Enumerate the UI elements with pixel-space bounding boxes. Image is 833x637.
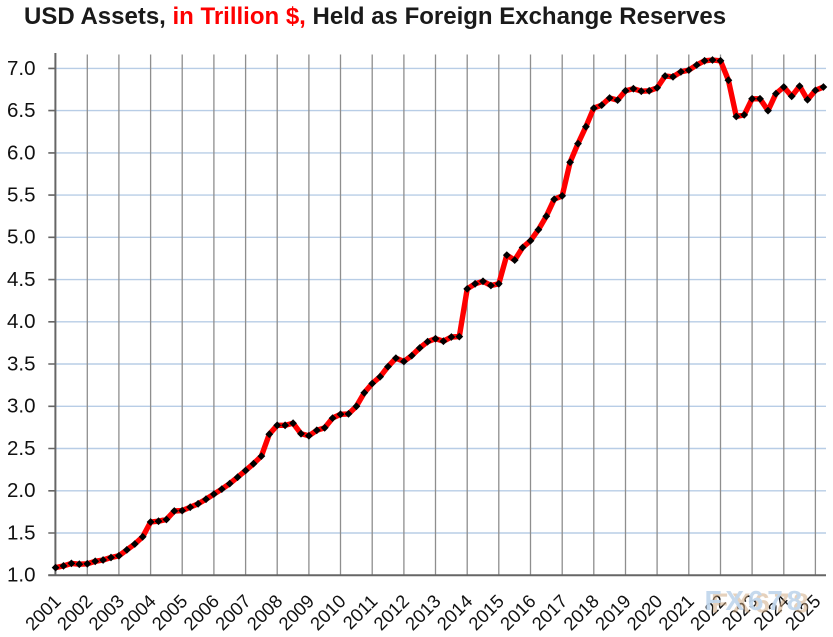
- svg-text:3.5: 3.5: [7, 352, 36, 375]
- svg-text:5.5: 5.5: [7, 184, 36, 207]
- svg-text:1.0: 1.0: [7, 564, 36, 587]
- svg-text:4.0: 4.0: [7, 310, 36, 333]
- svg-text:2.0: 2.0: [7, 479, 36, 502]
- svg-text:6.0: 6.0: [7, 141, 36, 164]
- svg-text:2.5: 2.5: [7, 437, 36, 460]
- svg-text:FX678: FX678: [705, 585, 807, 616]
- svg-text:5.0: 5.0: [7, 226, 36, 249]
- svg-text:1.5: 1.5: [7, 521, 36, 544]
- svg-text:3.0: 3.0: [7, 395, 36, 418]
- svg-text:6.5: 6.5: [7, 99, 36, 122]
- svg-text:7.0: 7.0: [7, 57, 36, 80]
- svg-text:FX678: FX678: [711, 588, 813, 619]
- svg-text:4.5: 4.5: [7, 268, 36, 291]
